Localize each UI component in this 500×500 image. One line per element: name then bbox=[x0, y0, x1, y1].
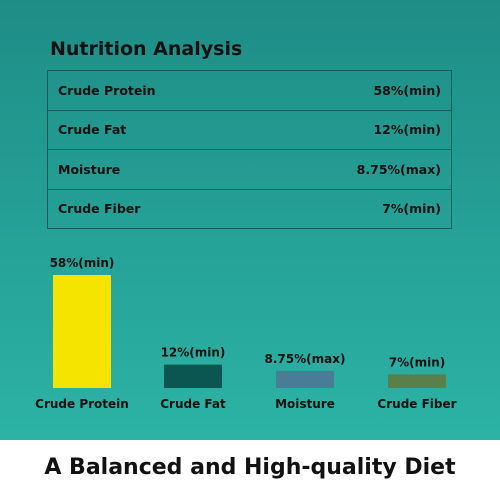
bar-crude-fiber bbox=[388, 374, 446, 388]
bar-moisture bbox=[276, 370, 334, 388]
row-value: 58%(min) bbox=[373, 82, 441, 98]
data-label: 8.75%(max) bbox=[265, 352, 346, 366]
row-label: Moisture bbox=[58, 161, 121, 177]
row-label: Crude Fat bbox=[58, 122, 127, 138]
data-label: 7%(min) bbox=[389, 355, 446, 369]
footer-tagline: A Balanced and High-quality Diet bbox=[44, 455, 456, 480]
data-label: 58%(min) bbox=[50, 256, 115, 270]
category-label: Crude Fat bbox=[160, 397, 226, 411]
category-label: Crude Fiber bbox=[377, 397, 456, 411]
wave-shape bbox=[0, 428, 500, 440]
bar-crude-fat bbox=[164, 364, 222, 388]
row-value: 7%(min) bbox=[382, 201, 441, 217]
table-row: Moisture 8.75%(max) bbox=[48, 149, 451, 189]
table-row: Crude Protein 58%(min) bbox=[48, 71, 451, 110]
data-label: 12%(min) bbox=[161, 346, 226, 360]
wave-divider bbox=[0, 428, 500, 440]
table-row: Crude Fiber 7%(min) bbox=[48, 188, 451, 229]
table-row: Crude Fat 12%(min) bbox=[48, 109, 451, 150]
row-value: 8.75%(max) bbox=[356, 161, 441, 177]
row-label: Crude Fiber bbox=[58, 201, 141, 217]
row-value: 12%(min) bbox=[373, 122, 441, 138]
category-label: Moisture bbox=[275, 397, 335, 411]
page-title: Nutrition Analysis bbox=[50, 38, 243, 60]
category-label: Crude Protein bbox=[35, 397, 129, 411]
bar-chart: 58%(min) Crude Protein 12%(min) Crude Fat 8.… bbox=[35, 256, 456, 411]
bar-crude-protein bbox=[53, 275, 111, 388]
row-label: Crude Protein bbox=[58, 82, 156, 98]
nutrition-table: Crude Protein 58%(min) Crude Fat 12%(min… bbox=[47, 70, 452, 229]
